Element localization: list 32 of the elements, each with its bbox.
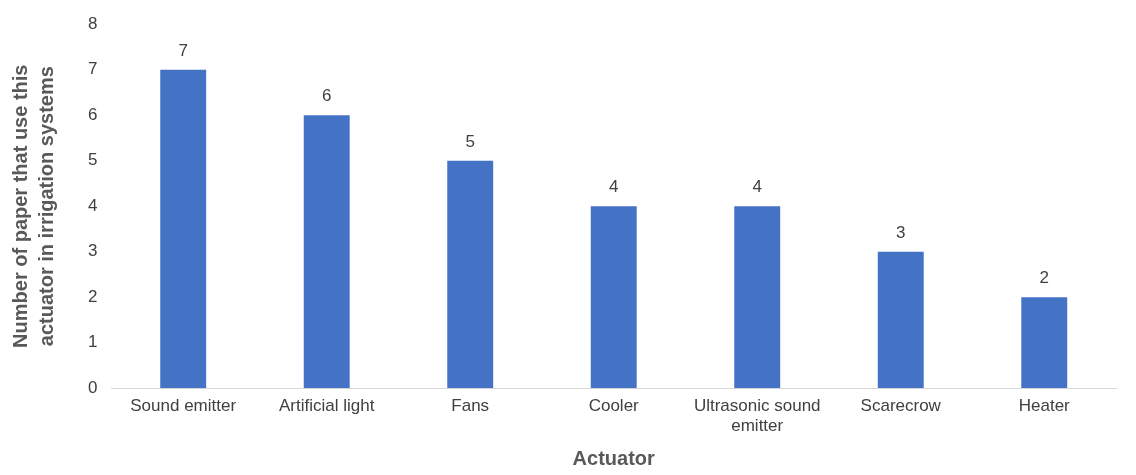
y-tick-label: 1	[87, 332, 98, 352]
bar	[734, 206, 781, 389]
data-label: 2	[1039, 268, 1049, 288]
bar	[160, 69, 207, 389]
y-tick-label: 2	[87, 286, 98, 306]
y-tick-label: 5	[87, 150, 98, 170]
x-tick-label: Scarecrow	[860, 396, 942, 416]
data-label: 3	[896, 222, 906, 242]
y-tick-label: 3	[87, 241, 98, 261]
bar	[877, 251, 924, 389]
bar	[303, 115, 350, 389]
bar	[1021, 297, 1068, 389]
bar	[590, 206, 637, 389]
data-label: 5	[465, 131, 475, 151]
x-tick-label: Heater	[1018, 396, 1071, 416]
x-tick-label: Sound emitter	[130, 396, 237, 416]
y-tick-label: 4	[87, 195, 98, 215]
bar	[447, 160, 494, 389]
x-axis-title: Actuator	[572, 446, 656, 469]
x-tick-label: Artificial light	[279, 396, 375, 416]
x-tick-label: Cooler	[588, 396, 640, 416]
data-label: 4	[752, 177, 762, 197]
data-label: 7	[178, 40, 188, 60]
y-tick-label: 7	[87, 59, 98, 79]
y-tick-label: 8	[87, 13, 98, 33]
y-tick-label: 0	[87, 377, 98, 397]
y-axis-title: Number of paper that use this actuator in irrigation systems	[8, 64, 57, 348]
x-tick-label: Fans	[451, 396, 490, 416]
data-label: 6	[321, 86, 332, 106]
y-tick-label: 6	[87, 104, 98, 124]
data-label: 4	[608, 177, 619, 197]
x-tick-label: Ultrasonic sound emitter	[693, 396, 821, 436]
